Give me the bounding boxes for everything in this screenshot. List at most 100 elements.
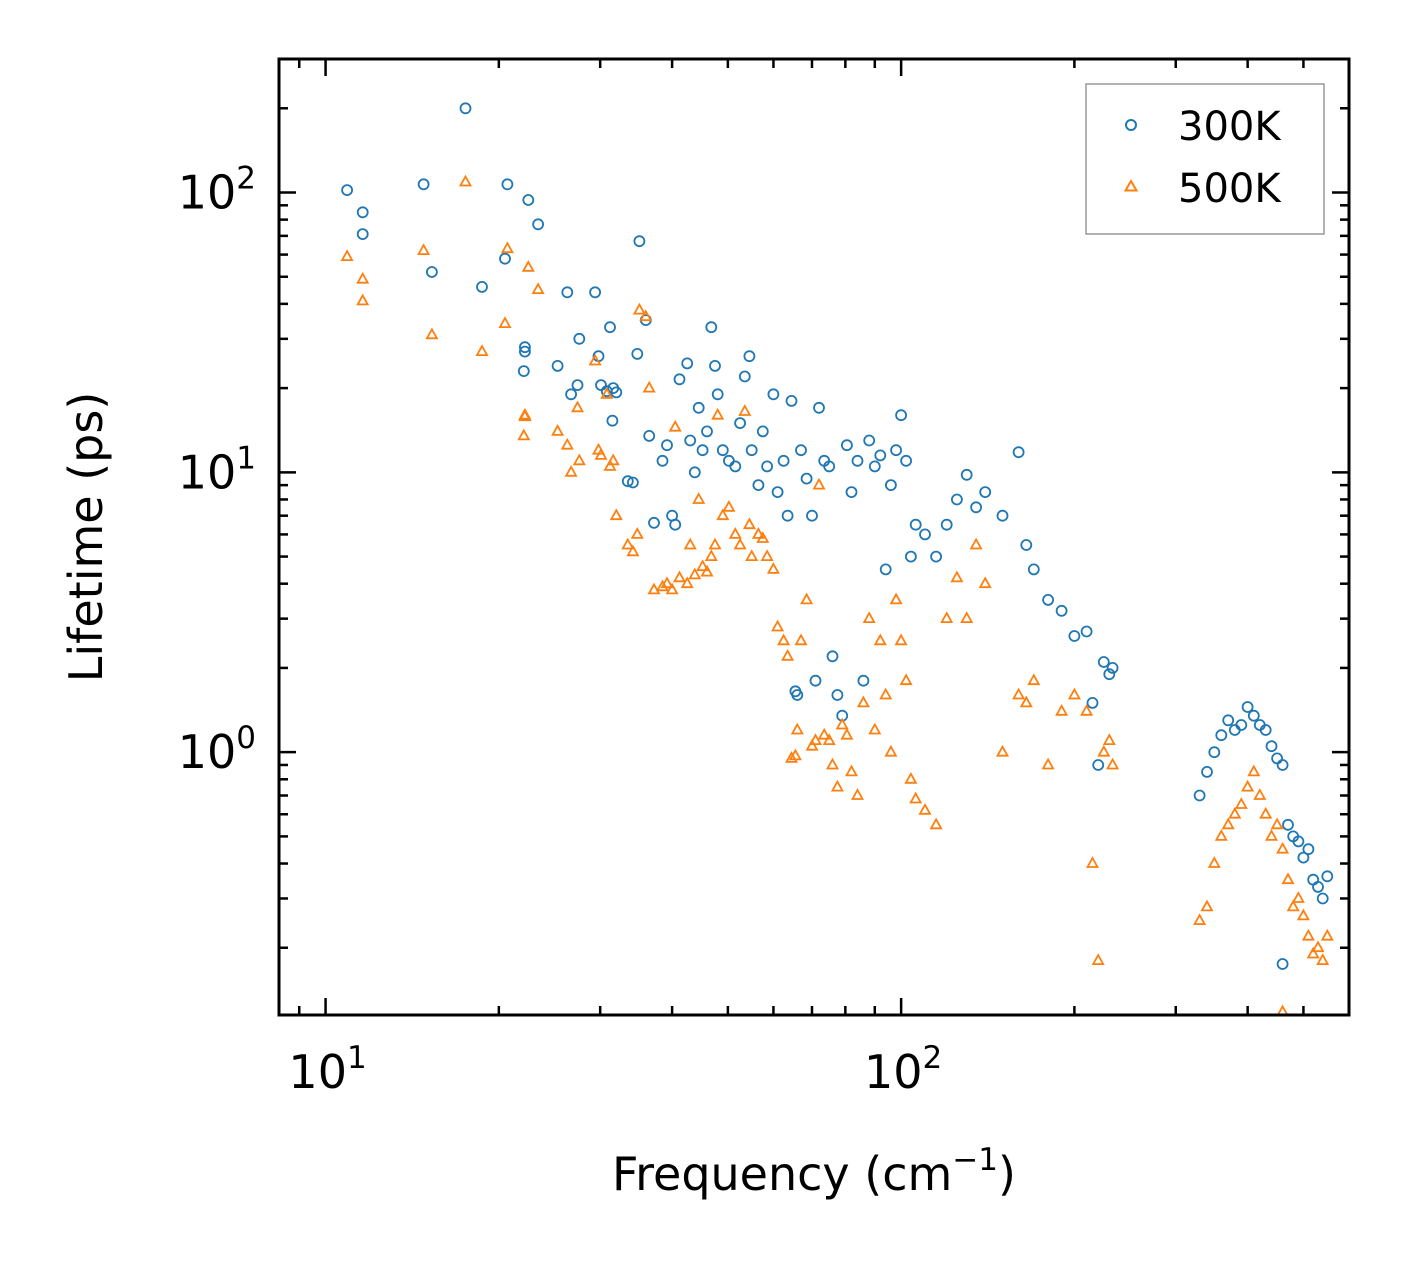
point-300K [900, 454, 912, 467]
legend-label-500k: 500K [1178, 166, 1282, 212]
x-tick-label: 101 [288, 1040, 366, 1099]
point-500K [918, 802, 932, 815]
point-500K [868, 722, 882, 735]
point-300K [752, 479, 765, 492]
point-500K [1320, 928, 1334, 941]
x-axis-title-main: Frequency (cm [612, 1147, 952, 1201]
point-300K [826, 650, 839, 663]
point-300K [863, 434, 876, 447]
point-500K [588, 353, 602, 366]
point-300K [905, 550, 917, 563]
point-300K [1265, 740, 1278, 753]
point-500K [560, 437, 574, 450]
point-500K [738, 404, 752, 416]
point-500K [642, 380, 656, 393]
point-500K [1270, 817, 1284, 830]
point-500K [680, 576, 694, 589]
point-300K [1247, 709, 1260, 722]
point-300K [771, 486, 784, 499]
point-300K [874, 449, 887, 462]
point-500K [621, 537, 635, 550]
point-500K [771, 619, 785, 632]
point-300K [1055, 604, 1068, 617]
point-300K [669, 518, 682, 531]
point-300K [1086, 697, 1099, 709]
point-300K [1106, 662, 1119, 674]
point-500K [1228, 806, 1242, 819]
point-300K [459, 102, 472, 115]
point-300K [841, 439, 853, 452]
point-300K [761, 460, 773, 473]
point-300K [851, 454, 864, 467]
point-300K [734, 417, 746, 430]
point-500K [1296, 908, 1310, 921]
point-500K [1221, 817, 1235, 830]
point-300K [919, 528, 931, 541]
point-300K [631, 347, 644, 360]
point-300K [1241, 701, 1254, 713]
point-300K [951, 493, 963, 506]
point-500K [1241, 779, 1255, 792]
point-500K [1253, 788, 1267, 800]
point-500K [760, 549, 774, 561]
point-500K [500, 241, 514, 254]
point-500K [417, 243, 431, 255]
point-500K [889, 592, 903, 605]
point-500K [356, 271, 370, 284]
point-300K [823, 460, 836, 473]
point-500K [1247, 764, 1261, 777]
point-300K [743, 350, 756, 363]
point-300K [756, 425, 769, 438]
point-500K [458, 174, 473, 187]
point-500K [475, 344, 489, 356]
point-500K [850, 788, 865, 800]
point-500K [1306, 946, 1320, 959]
point-500K [1097, 744, 1111, 757]
point-500K [704, 549, 718, 561]
point-300K [1282, 818, 1294, 831]
point-300K [551, 359, 564, 372]
point-500K [788, 748, 802, 761]
point-500K [1102, 733, 1116, 745]
point-500K [805, 738, 819, 751]
point-500K [1301, 928, 1315, 941]
point-500K [751, 527, 765, 539]
point-300K [1297, 851, 1310, 864]
point-500K [862, 611, 876, 623]
point-500K [356, 293, 370, 306]
point-500K [647, 582, 661, 595]
point-300K [595, 379, 607, 392]
legend-marker-300k [1125, 119, 1137, 131]
point-500K [668, 419, 682, 432]
point-500K [794, 633, 808, 646]
point-500K [700, 564, 714, 577]
point-500K [688, 567, 702, 580]
plot-frame [277, 57, 1351, 1017]
point-500K [1012, 687, 1026, 700]
point-300K [777, 454, 790, 467]
point-500K [1091, 953, 1105, 965]
point-500K [665, 582, 679, 595]
point-300K [1321, 870, 1334, 883]
point-300K [1208, 746, 1221, 759]
point-500K [564, 464, 578, 477]
tick-label-exponent: 1 [347, 1040, 367, 1076]
point-300K [532, 218, 544, 231]
point-300K [661, 439, 673, 452]
point-500K [884, 744, 898, 757]
point-300K [476, 280, 488, 293]
point-500K [498, 316, 512, 328]
point-500K [711, 407, 725, 420]
tick-label-exponent: 2 [236, 161, 256, 197]
point-500K [978, 576, 992, 589]
y-axis-title: Lifetime (ps) [59, 392, 113, 683]
point-300K [519, 341, 531, 354]
data-points [340, 102, 1334, 1017]
point-500K [1291, 891, 1305, 903]
point-500K [1316, 953, 1330, 965]
point-500K [835, 717, 849, 730]
point-500K [745, 549, 759, 561]
point-300K [1316, 892, 1329, 905]
point-500K [844, 764, 859, 777]
